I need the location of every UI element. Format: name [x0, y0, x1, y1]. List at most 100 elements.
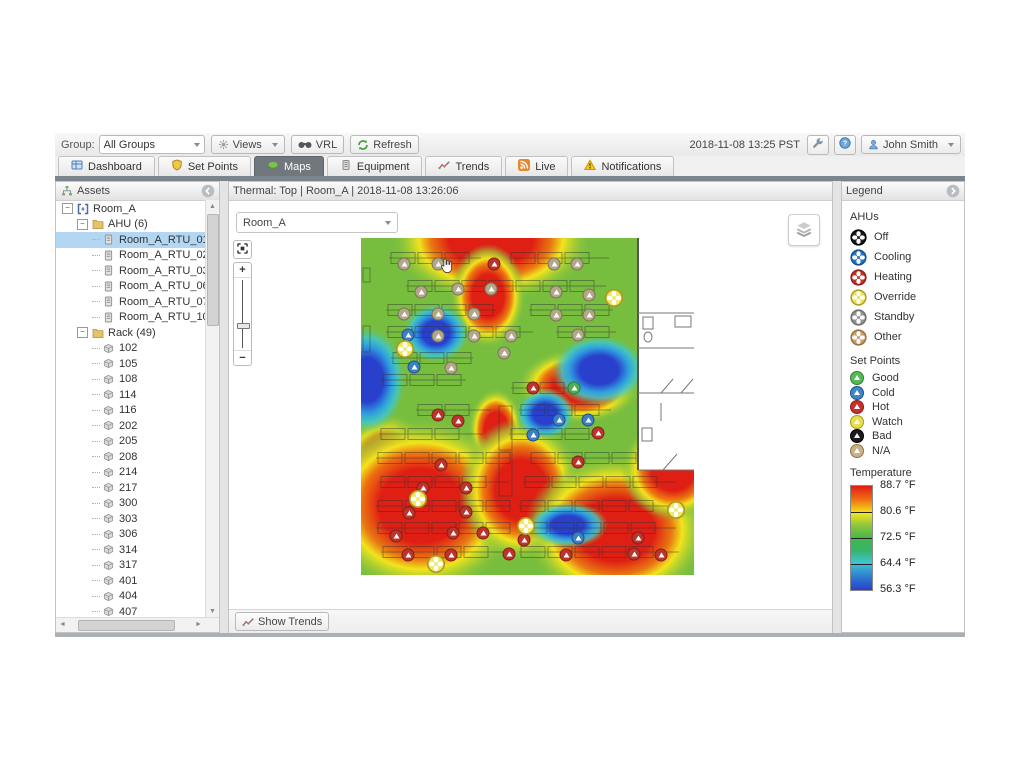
- tree-vertical-scrollbar[interactable]: ▲ ▼: [205, 200, 219, 618]
- setpoint-marker-red[interactable]: [627, 547, 641, 561]
- setpoint-marker-tan[interactable]: [431, 307, 445, 321]
- setpoint-marker-tan[interactable]: [431, 329, 445, 343]
- setpoint-marker-red[interactable]: [446, 526, 460, 540]
- setpoint-marker-tan[interactable]: [397, 257, 411, 271]
- tree-item-306[interactable]: 306: [56, 527, 219, 543]
- group-select[interactable]: All Groups: [98, 135, 205, 154]
- tree-item-300[interactable]: 300: [56, 496, 219, 512]
- tree-item-102[interactable]: 102: [56, 341, 219, 357]
- setpoint-marker-red[interactable]: [434, 458, 448, 472]
- ahu-fan-marker[interactable]: [426, 554, 446, 574]
- setpoint-marker-blue[interactable]: [571, 531, 585, 545]
- tree-item-room-a-rtu-03[interactable]: Room_A_RTU_03: [56, 263, 219, 279]
- tree-expander-icon[interactable]: −: [77, 218, 88, 230]
- scrollbar-thumb[interactable]: [207, 214, 219, 326]
- help-button[interactable]: ?: [833, 134, 856, 155]
- zoom-in-button[interactable]: +: [234, 263, 251, 278]
- layers-button[interactable]: [788, 214, 820, 246]
- tree-expander-icon[interactable]: −: [62, 203, 73, 215]
- tree-item-room-a-rtu-10[interactable]: Room_A_RTU_10: [56, 310, 219, 326]
- setpoint-marker-tan[interactable]: [467, 307, 481, 321]
- setpoint-marker-tan[interactable]: [504, 329, 518, 343]
- tree-item-407[interactable]: 407: [56, 604, 219, 619]
- setpoint-marker-red[interactable]: [631, 531, 645, 545]
- tree-item-217[interactable]: 217: [56, 480, 219, 496]
- ahu-fan-marker[interactable]: [395, 339, 415, 359]
- setpoint-marker-tan[interactable]: [467, 329, 481, 343]
- tree-item-rack-49-[interactable]: − Rack (49): [56, 325, 219, 341]
- setpoint-marker-red[interactable]: [476, 526, 490, 540]
- ahu-fan-marker[interactable]: [666, 500, 686, 520]
- tree-item-room-a-rtu-01[interactable]: Room_A_RTU_01: [56, 232, 219, 248]
- refresh-button[interactable]: Refresh: [350, 135, 419, 154]
- tree-item-room-a[interactable]: − Room_A: [56, 201, 219, 217]
- zoom-out-button[interactable]: −: [234, 350, 251, 365]
- thermal-map[interactable]: [361, 238, 694, 575]
- setpoint-marker-blue[interactable]: [581, 413, 595, 427]
- setpoint-marker-red[interactable]: [444, 548, 458, 562]
- setpoint-marker-red[interactable]: [487, 257, 501, 271]
- setpoint-marker-blue[interactable]: [526, 428, 540, 442]
- tree-item-114[interactable]: 114: [56, 387, 219, 403]
- tree-item-314[interactable]: 314: [56, 542, 219, 558]
- setpoint-marker-red[interactable]: [389, 529, 403, 543]
- setpoint-marker-red[interactable]: [571, 455, 585, 469]
- setpoint-marker-tan[interactable]: [414, 285, 428, 299]
- setpoint-marker-tan[interactable]: [570, 257, 584, 271]
- tab-live[interactable]: Live: [505, 156, 569, 176]
- tree-item-404[interactable]: 404: [56, 589, 219, 605]
- setpoint-marker-tan[interactable]: [497, 346, 511, 360]
- tree-item-room-a-rtu-02[interactable]: Room_A_RTU_02: [56, 248, 219, 264]
- tab-set-points[interactable]: Set Points: [157, 156, 251, 176]
- zoom-slider-handle[interactable]: [237, 323, 250, 329]
- tree-item-116[interactable]: 116: [56, 403, 219, 419]
- tab-dashboard[interactable]: Dashboard: [58, 156, 155, 176]
- setpoint-marker-red[interactable]: [459, 505, 473, 519]
- setpoint-marker-red[interactable]: [431, 408, 445, 422]
- setpoint-marker-red[interactable]: [451, 414, 465, 428]
- tab-trends[interactable]: Trends: [425, 156, 503, 176]
- setpoint-marker-red[interactable]: [517, 533, 531, 547]
- tree-item-303[interactable]: 303: [56, 511, 219, 527]
- setpoint-marker-tan[interactable]: [451, 282, 465, 296]
- ahu-fan-marker[interactable]: [604, 288, 624, 308]
- ahu-fan-marker[interactable]: [408, 489, 428, 509]
- show-trends-button[interactable]: Show Trends: [235, 612, 330, 631]
- setpoint-marker-red[interactable]: [401, 548, 415, 562]
- setpoint-marker-tan[interactable]: [547, 257, 561, 271]
- tree-item-room-a-rtu-07[interactable]: Room_A_RTU_07: [56, 294, 219, 310]
- setpoint-marker-blue[interactable]: [407, 360, 421, 374]
- setpoint-marker-tan[interactable]: [397, 307, 411, 321]
- setpoint-marker-red[interactable]: [526, 381, 540, 395]
- setpoint-marker-red[interactable]: [654, 548, 668, 562]
- tree-item-ahu-6-[interactable]: − AHU (6): [56, 217, 219, 233]
- setpoint-marker-green[interactable]: [567, 381, 581, 395]
- setpoint-marker-red[interactable]: [591, 426, 605, 440]
- tab-maps[interactable]: Maps: [253, 156, 324, 176]
- collapse-right-icon[interactable]: [946, 184, 960, 198]
- setpoint-marker-red[interactable]: [502, 547, 516, 561]
- setpoint-marker-tan[interactable]: [582, 308, 596, 322]
- user-menu-button[interactable]: John Smith: [860, 135, 961, 154]
- setpoint-marker-tan[interactable]: [484, 282, 498, 296]
- tree-item-105[interactable]: 105: [56, 356, 219, 372]
- tree-item-317[interactable]: 317: [56, 558, 219, 574]
- tree-item-401[interactable]: 401: [56, 573, 219, 589]
- views-button[interactable]: Views: [210, 135, 285, 154]
- map-canvas[interactable]: Room_A + −: [229, 201, 832, 609]
- tree-item-room-a-rtu-06[interactable]: Room_A_RTU_06: [56, 279, 219, 295]
- fit-view-button[interactable]: [233, 240, 252, 259]
- tree-horizontal-scrollbar[interactable]: ◄ ►: [56, 617, 219, 632]
- setpoint-marker-red[interactable]: [559, 548, 573, 562]
- tree-expander-icon[interactable]: −: [77, 327, 88, 339]
- ahu-fan-marker[interactable]: [516, 516, 536, 536]
- setpoint-marker-tan[interactable]: [549, 285, 563, 299]
- tree-item-202[interactable]: 202: [56, 418, 219, 434]
- setpoint-marker-blue[interactable]: [552, 413, 566, 427]
- setpoint-marker-red[interactable]: [402, 506, 416, 520]
- tab-equipment[interactable]: Equipment: [326, 156, 423, 176]
- setpoint-marker-tan[interactable]: [444, 361, 458, 375]
- tab-notifications[interactable]: Notifications: [571, 156, 675, 176]
- collapse-left-icon[interactable]: [201, 184, 215, 198]
- tools-button[interactable]: [806, 134, 829, 155]
